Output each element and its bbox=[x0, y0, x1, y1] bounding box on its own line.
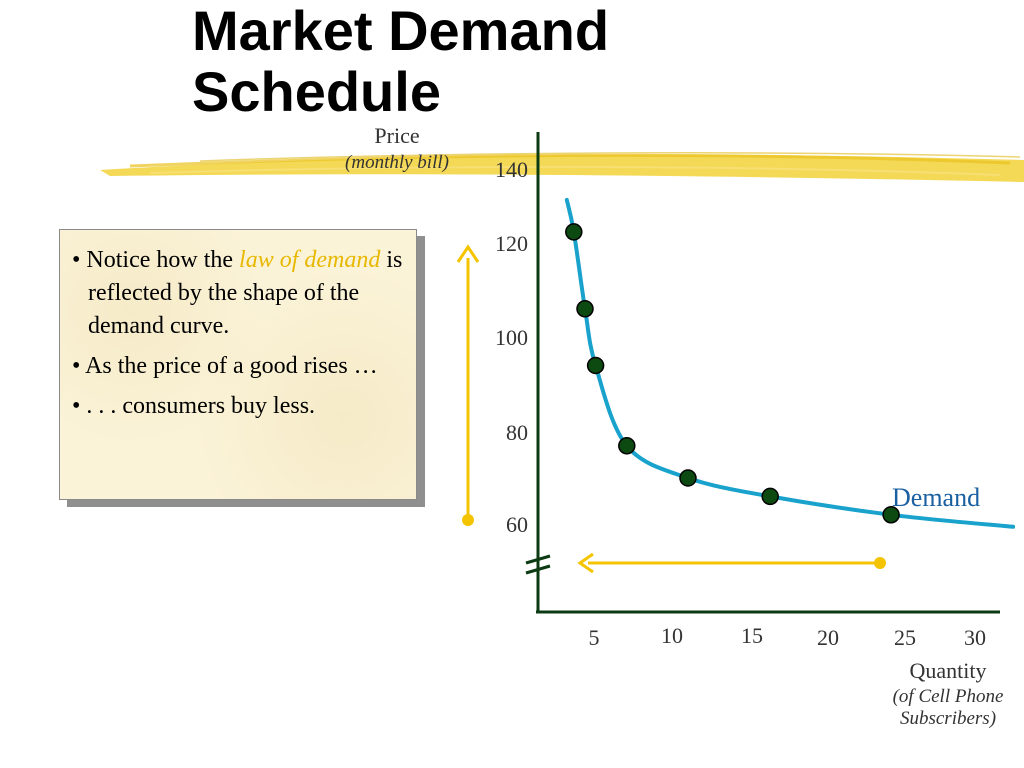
demand-point-1 bbox=[565, 223, 583, 241]
x-tick-10: 10 bbox=[661, 623, 683, 648]
x-tick-15: 15 bbox=[741, 623, 763, 648]
x-tick-20: 20 bbox=[817, 625, 839, 650]
y-tick-120: 120 bbox=[495, 231, 528, 256]
demand-curve bbox=[564, 197, 1016, 529]
price-rise-arrow bbox=[456, 244, 480, 526]
y-axis-sublabel: (monthly bill) bbox=[345, 152, 449, 173]
demand-points bbox=[565, 223, 900, 524]
quantity-arrow-tail-dot bbox=[874, 557, 886, 569]
demand-point-6 bbox=[761, 487, 779, 506]
note-box: • Notice how the law of demand is reflec… bbox=[59, 229, 417, 500]
x-axis-sublabel-line1: (of Cell Phone bbox=[893, 686, 1004, 707]
axis-labels: Price (monthly bill) Quantity (of Cell P… bbox=[345, 123, 1003, 729]
demand-point-5 bbox=[679, 469, 697, 487]
y-tick-100: 100 bbox=[495, 325, 528, 350]
note-bullet-price-rises: • As the price of a good rises … bbox=[72, 353, 378, 379]
demand-point-4 bbox=[618, 437, 636, 455]
axes bbox=[525, 132, 1000, 614]
x-tick-30: 30 bbox=[964, 625, 986, 650]
x-tick-labels: 5 10 15 20 25 30 bbox=[589, 623, 987, 650]
y-tick-140: 140 bbox=[495, 157, 528, 182]
y-axis-label: Price bbox=[374, 123, 419, 148]
note-text-buy-less: . . . consumers buy less. bbox=[86, 393, 316, 419]
y-tick-labels: 140 120 100 80 60 bbox=[495, 157, 528, 537]
x-tick-5: 5 bbox=[589, 625, 600, 650]
demand-point-2 bbox=[576, 300, 594, 318]
quantity-arrow-head bbox=[577, 552, 594, 574]
series-label-demand: Demand bbox=[892, 483, 980, 512]
note-bullet-buy-less: • . . . consumers buy less. bbox=[72, 393, 316, 419]
price-arrow-head bbox=[456, 244, 480, 263]
law-of-demand-highlight: law of demand bbox=[239, 247, 381, 273]
x-axis-label: Quantity bbox=[910, 658, 987, 683]
demand-point-7 bbox=[882, 506, 900, 524]
x-tick-25: 25 bbox=[894, 625, 916, 650]
demand-point-3 bbox=[586, 356, 605, 375]
note-text-reflection: is reflected by the shape of the demand … bbox=[88, 247, 403, 339]
axis-break-mark-lower bbox=[525, 564, 551, 575]
note-text-intro: Notice how the bbox=[86, 247, 240, 273]
y-tick-60: 60 bbox=[506, 512, 528, 537]
axis-break-mark-upper bbox=[525, 554, 551, 565]
note-bullet-law: • Notice how the law of demand is reflec… bbox=[72, 247, 403, 339]
y-tick-80: 80 bbox=[506, 420, 528, 445]
note-text-price-rises: As the price of a good rises … bbox=[85, 353, 378, 379]
price-arrow-tail-dot bbox=[462, 514, 474, 526]
x-axis-sublabel-line2: Subscribers) bbox=[900, 708, 996, 729]
page-title: Market Demand Schedule bbox=[192, 0, 610, 123]
quantity-fall-arrow bbox=[577, 552, 886, 574]
